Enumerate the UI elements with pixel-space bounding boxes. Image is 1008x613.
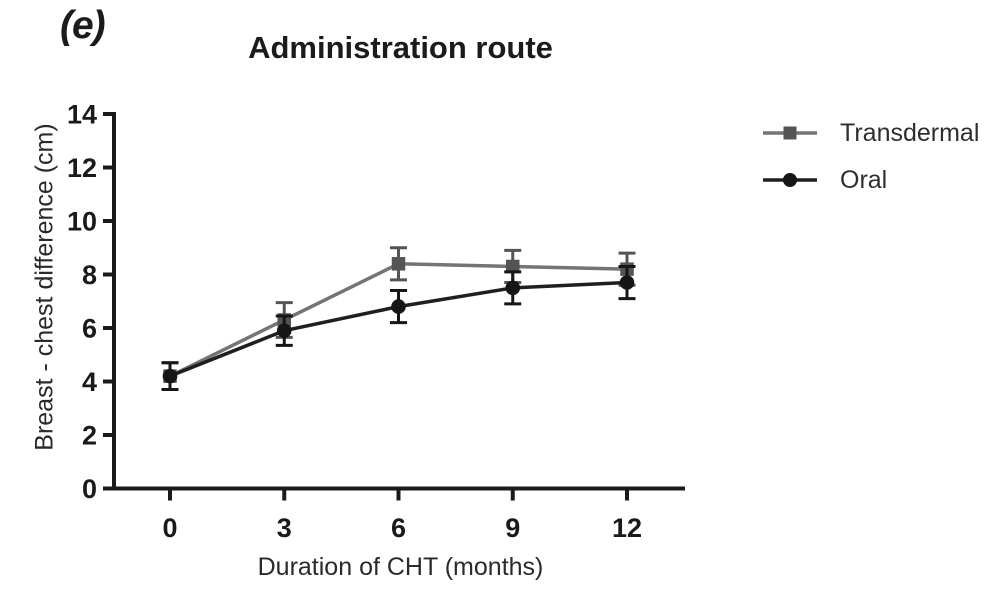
x-axis-label: Duration of CHT (months) bbox=[257, 553, 544, 581]
legend-item-oral: Oral bbox=[762, 166, 979, 194]
x-tick-label: 12 bbox=[612, 513, 642, 543]
marker-square bbox=[391, 257, 406, 271]
chart-title: Administration route bbox=[248, 30, 553, 65]
marker-circle bbox=[162, 368, 178, 384]
x-tick-label: 9 bbox=[505, 513, 520, 543]
marker-circle bbox=[276, 323, 292, 338]
marker-square bbox=[506, 259, 520, 274]
legend-marker-circle bbox=[783, 173, 797, 187]
y-tick-label: 6 bbox=[82, 314, 97, 344]
marker-circle bbox=[619, 275, 635, 290]
series-oral bbox=[161, 264, 636, 392]
legend-item-transdermal: Transdermal bbox=[762, 119, 979, 147]
y-tick-label: 10 bbox=[67, 207, 97, 237]
y-tick-label: 14 bbox=[67, 100, 97, 130]
y-tick-label: 0 bbox=[82, 474, 97, 504]
marker-circle bbox=[505, 280, 521, 296]
legend: Transdermal Oral bbox=[762, 119, 979, 213]
y-tick-label: 12 bbox=[67, 153, 97, 183]
legend-label-transdermal: Transdermal bbox=[840, 118, 980, 147]
oral-circle-marker-icon bbox=[763, 173, 817, 187]
y-tick-label: 8 bbox=[82, 260, 97, 290]
y-axis-label: Breast - chest difference (cm) bbox=[30, 123, 59, 451]
y-tick-label: 4 bbox=[82, 367, 97, 397]
legend-label-oral: Oral bbox=[840, 165, 888, 194]
marker-circle bbox=[391, 299, 406, 314]
figure-label: (e) bbox=[60, 4, 106, 47]
x-tick-label: 0 bbox=[162, 513, 177, 543]
legend-marker-square bbox=[783, 126, 797, 140]
x-tick-label: 3 bbox=[277, 513, 292, 543]
transdermal-square-marker-icon bbox=[763, 126, 817, 140]
x-tick-label: 6 bbox=[391, 513, 406, 543]
y-tick-label: 2 bbox=[82, 421, 97, 451]
